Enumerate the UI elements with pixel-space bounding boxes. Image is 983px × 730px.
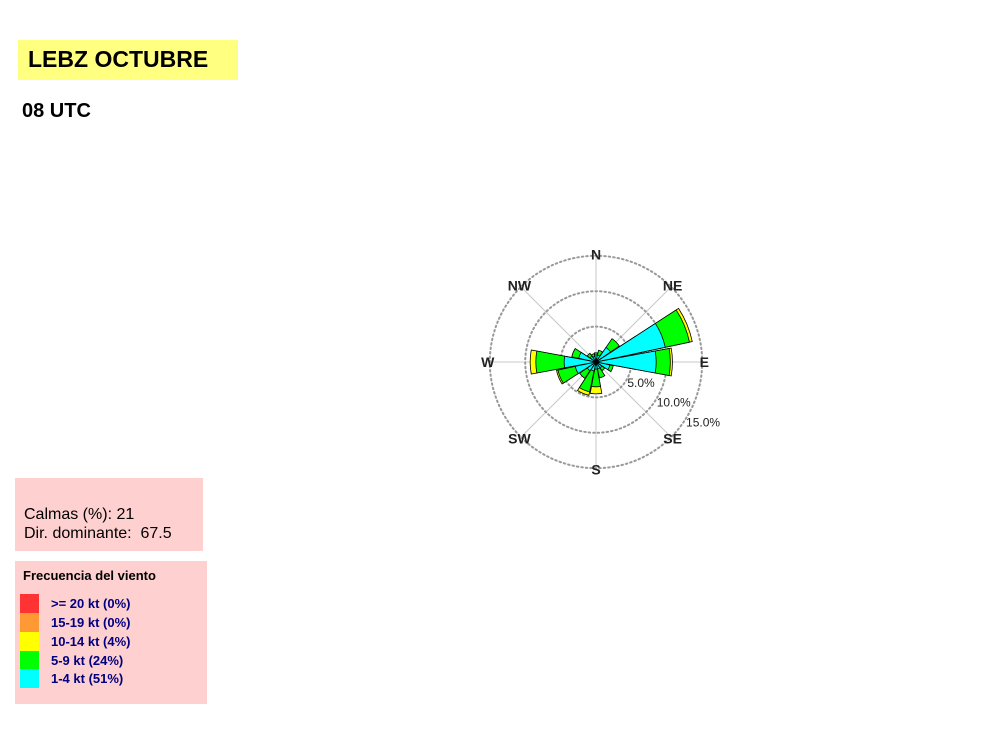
wind-petal: [595, 346, 612, 363]
spoke-line: [520, 286, 597, 363]
wind-petal: [574, 361, 597, 375]
wind-petal: [563, 355, 597, 369]
ring-circle: [488, 254, 704, 470]
legend-panel: Frecuencia del viento >= 20 kt (0%) 15-1…: [15, 561, 207, 704]
wind-petal: [592, 355, 597, 363]
compass-label: W: [481, 354, 495, 370]
ring-value-label: 5.0%: [627, 376, 655, 390]
compass-label: S: [591, 462, 600, 478]
legend-label-10-14kt: 10-14 kt (4%): [51, 634, 131, 649]
wind-petal: [578, 351, 597, 363]
legend-swatch-10-14kt: [20, 632, 39, 651]
legend-swatch-5-9kt: [20, 651, 39, 670]
spoke-line: [595, 361, 672, 438]
ring-value-label: 15.0%: [686, 415, 720, 429]
legend-label-15-19kt: 15-19 kt (0%): [51, 615, 131, 630]
stats-panel: Calmas (%): 21 Dir. dominante: 67.5: [15, 478, 203, 551]
legend-label-5-9kt: 5-9 kt (24%): [51, 653, 124, 668]
dominant-direction: Dir. dominante: 67.5: [24, 525, 172, 542]
legend-label-20kt: >= 20 kt (0%): [51, 596, 131, 611]
legend-swatch-1-4kt: [20, 669, 39, 688]
compass-label: SE: [663, 431, 682, 447]
compass-label: N: [591, 246, 601, 262]
chart-subtitle: 08 UTC: [22, 100, 91, 122]
wind-petal: [595, 350, 657, 374]
wind-petal: [595, 322, 666, 363]
legend-title: Frecuencia del viento: [23, 568, 156, 583]
ring-value-label: 10.0%: [657, 396, 691, 410]
legend-swatch-15-19kt: [20, 613, 39, 632]
calm-percentage: Calmas (%): 21: [24, 506, 135, 523]
legend-label-1-4kt: 1-4 kt (51%): [51, 671, 124, 686]
compass-label: SW: [508, 431, 531, 447]
wind-petal: [591, 361, 601, 388]
legend-swatch-20kt: [20, 594, 39, 613]
compass-label: E: [700, 354, 709, 370]
chart-title: LEBZ OCTUBRE: [18, 40, 238, 80]
chart-title-text: LEBZ OCTUBRE: [28, 46, 209, 72]
compass-label: NE: [663, 277, 682, 293]
compass-label: NW: [508, 277, 532, 293]
